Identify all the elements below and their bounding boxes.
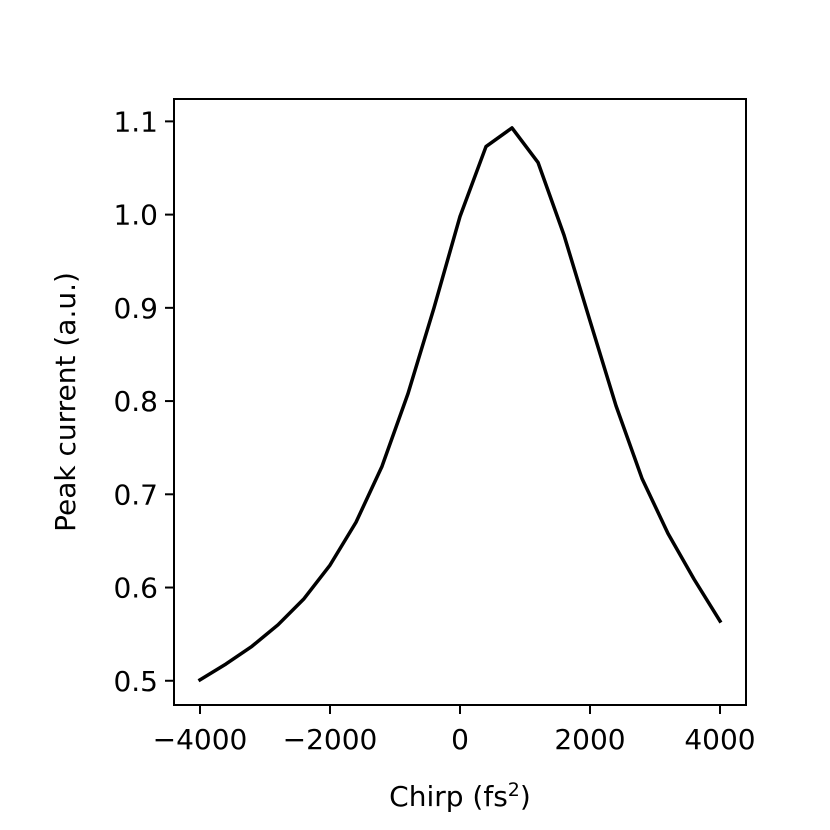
series-line [197,126,723,683]
x-tick-label: 4000 [684,723,755,756]
y-tick-label: 0.9 [113,292,158,325]
plot-frame [173,98,747,706]
y-tick-label: 0.5 [113,665,158,698]
y-tick-label: 0.8 [113,385,158,418]
x-tick-label: −4000 [153,723,248,756]
y-axis-label: Peak current (a.u.) [49,272,82,532]
y-tick-label: 0.6 [113,572,158,605]
x-axis-label-suffix: ) [520,780,531,813]
x-axis: −4000 −2000 0 2000 4000 [153,705,756,756]
y-tick-label: 1.0 [113,199,158,232]
x-tick-label: −2000 [283,723,378,756]
y-tick-label: 0.7 [113,478,158,511]
x-tick-label: 0 [451,723,469,756]
x-axis-label-main: Chirp (fs [389,780,508,813]
x-axis-label: Chirp (fs2) [389,779,531,813]
y-tick-label: 1.1 [113,105,158,138]
x-tick-label: 2000 [554,723,625,756]
y-axis: 0.5 0.6 0.7 0.8 0.9 1.0 1.1 [113,105,174,698]
plot-area [197,126,723,683]
x-axis-label-superscript: 2 [508,779,520,801]
